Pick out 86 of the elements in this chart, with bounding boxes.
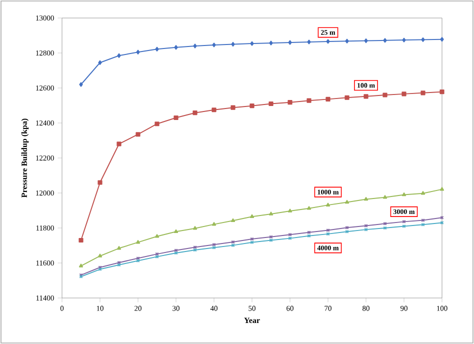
point (136, 132, 140, 137)
point (344, 95, 350, 100)
point (345, 230, 349, 234)
point (383, 226, 387, 230)
point (117, 53, 121, 58)
point (154, 122, 160, 126)
point (231, 42, 235, 47)
point (326, 202, 330, 206)
point (193, 248, 197, 252)
point (212, 242, 216, 246)
point (364, 196, 368, 201)
point (268, 212, 274, 216)
point (116, 142, 122, 146)
point (364, 38, 368, 44)
point (174, 251, 178, 255)
point (382, 195, 388, 199)
point (364, 94, 368, 99)
point (307, 230, 311, 234)
point (421, 222, 425, 226)
point (288, 208, 292, 212)
point (136, 240, 140, 244)
point (78, 238, 84, 243)
point (192, 110, 198, 116)
point (402, 192, 406, 196)
point (154, 234, 160, 238)
point (231, 244, 235, 248)
point (231, 240, 235, 244)
point (344, 200, 350, 204)
point (421, 37, 425, 42)
point (364, 228, 368, 232)
point (440, 187, 444, 191)
point (269, 40, 273, 46)
point (212, 222, 216, 226)
point (420, 191, 426, 195)
point (193, 44, 197, 48)
point (155, 254, 159, 258)
point (345, 226, 349, 230)
point (98, 60, 102, 65)
point (117, 263, 121, 267)
point (383, 38, 387, 43)
point (155, 46, 159, 52)
point (440, 90, 444, 94)
point (136, 258, 140, 262)
point (250, 237, 254, 241)
x-axis-title: Year (244, 318, 260, 324)
point (402, 220, 406, 224)
point (78, 264, 84, 268)
point (136, 50, 140, 54)
point (288, 40, 292, 45)
point (402, 92, 406, 96)
point (440, 37, 444, 42)
point (288, 236, 292, 240)
point (98, 180, 102, 185)
point (268, 101, 274, 106)
point (192, 226, 198, 230)
point (288, 100, 292, 105)
point (212, 108, 216, 112)
point (250, 104, 254, 108)
point (230, 218, 236, 222)
y-axis-title: Pressure Buildup (kpa) (21, 118, 29, 198)
point (382, 92, 388, 98)
point (345, 38, 349, 44)
point (383, 222, 387, 226)
point (250, 214, 254, 218)
point (402, 38, 406, 42)
point (174, 115, 178, 120)
point (269, 235, 273, 239)
point (288, 232, 292, 236)
point (307, 40, 311, 44)
point (250, 41, 254, 46)
point (98, 254, 102, 258)
point (212, 246, 216, 250)
point (79, 82, 83, 87)
point (230, 105, 236, 110)
point (174, 45, 178, 50)
point (326, 39, 330, 44)
point (306, 98, 312, 103)
point (212, 42, 216, 48)
point (326, 96, 330, 102)
point (420, 90, 426, 96)
point (307, 234, 311, 238)
point (116, 246, 122, 250)
point (306, 206, 312, 210)
point (174, 229, 178, 234)
point (326, 232, 330, 236)
point (250, 240, 254, 244)
